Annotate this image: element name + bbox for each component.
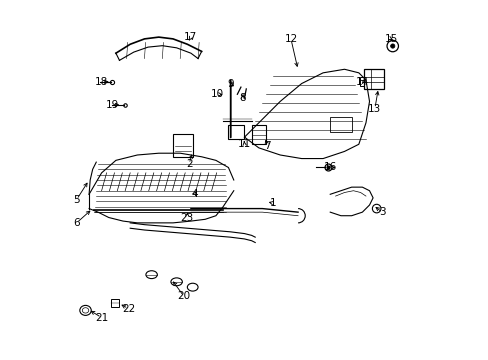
Text: 3: 3 [378,207,385,217]
Text: 6: 6 [73,218,80,228]
Text: 20: 20 [177,291,190,301]
Text: 11: 11 [237,139,251,149]
Bar [251,125,265,144]
Text: 19: 19 [105,100,119,110]
Text: 2: 2 [185,159,192,169]
Text: 17: 17 [184,32,197,42]
Bar [329,117,351,132]
Text: 12: 12 [284,34,297,44]
Text: 14: 14 [355,77,368,87]
Text: 9: 9 [226,78,233,89]
Text: 5: 5 [73,195,80,204]
Text: 22: 22 [122,303,135,314]
Bar [364,69,383,89]
Text: 21: 21 [95,312,108,323]
Bar [359,77,364,86]
Text: 1: 1 [269,198,276,208]
Circle shape [390,44,394,48]
Text: 16: 16 [323,162,336,172]
Bar [173,134,192,157]
Text: 10: 10 [211,89,224,99]
Bar [110,299,119,307]
Text: 7: 7 [264,141,270,151]
Bar [228,125,244,139]
Text: 18: 18 [95,77,108,87]
Text: 15: 15 [384,34,397,44]
Text: 8: 8 [239,93,245,103]
Text: 13: 13 [367,104,381,113]
Text: 23: 23 [181,212,194,222]
Text: 4: 4 [191,189,198,199]
